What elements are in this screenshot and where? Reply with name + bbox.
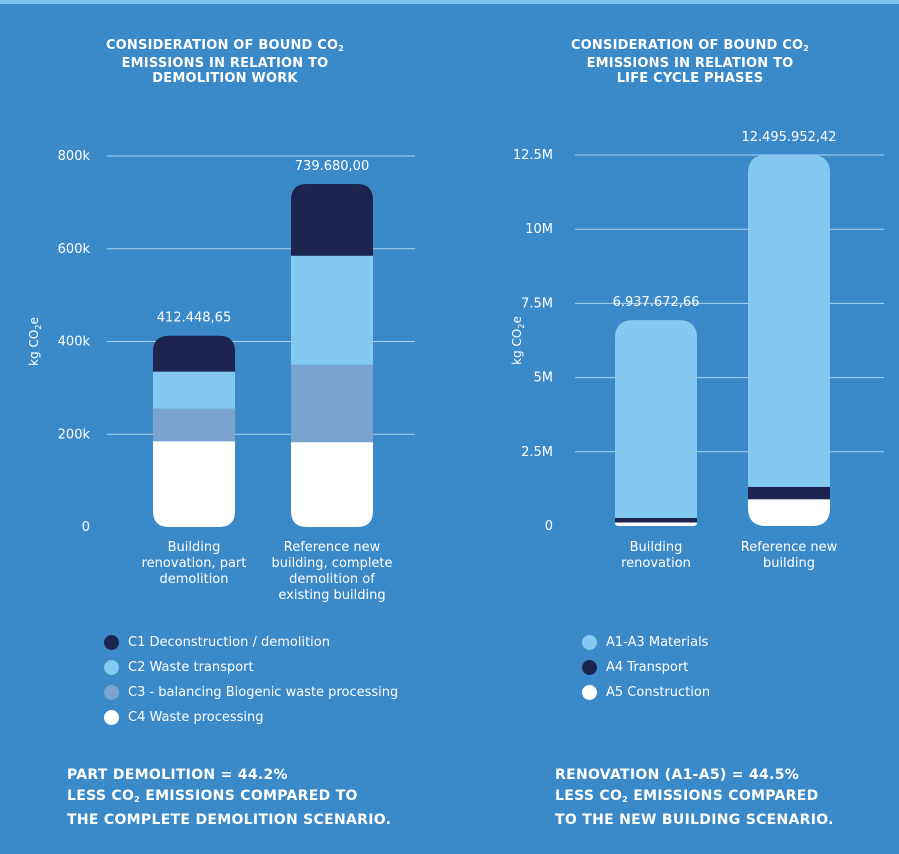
legend-swatch [582, 685, 597, 700]
left-chart-title: CONSIDERATION OF BOUND CO2 EMISSIONS IN … [105, 38, 345, 86]
top-accent-line [0, 0, 899, 4]
bar-segment-right-0-0 [615, 522, 697, 526]
bar-total-label: 739.680,00 [295, 159, 369, 174]
y-tick-label: 12.5M [513, 148, 553, 163]
x-category-label: Building renovation [621, 540, 691, 571]
y-axis-label: kg CO2e [510, 316, 526, 365]
bar-segment-left-1-2 [291, 255, 373, 365]
bar-segment-left-0-3 [153, 335, 235, 372]
bar-segment-left-1-1 [291, 364, 373, 443]
legend-item-c3: C3 - balancing Biogenic waste processing [104, 680, 398, 705]
bar-segment-left-0-2 [153, 371, 235, 409]
left-legend: C1 Deconstruction / demolition C2 Waste … [104, 630, 398, 730]
legend-item-c1: C1 Deconstruction / demolition [104, 630, 398, 655]
legend-swatch [104, 710, 119, 725]
bar-total-label: 6.937.672,66 [613, 295, 700, 310]
bar-segment-left-0-1 [153, 408, 235, 442]
legend-label: C4 Waste processing [128, 710, 264, 725]
y-tick-label: 7.5M [521, 296, 553, 311]
y-tick-label: 200k [58, 427, 91, 442]
bar-total-label: 412.448,65 [157, 311, 231, 326]
legend-item-a4: A4 Transport [582, 655, 710, 680]
left-stacked-bar-chart: 0 200k 400k 600k 800k kg CO2e 412.448,65 Buildi… [27, 149, 415, 603]
bar-segment-left-1-0 [291, 442, 373, 527]
bar-segment-right-1-1 [748, 486, 830, 500]
bar-segment-left-0-0 [153, 441, 235, 527]
legend-item-a1a3: A1-A3 Materials [582, 630, 710, 655]
y-tick-label: 600k [58, 242, 91, 257]
x-category-label: Reference new building [741, 540, 838, 571]
bar-segment-right-0-2 [615, 320, 697, 518]
legend-item-c4: C4 Waste processing [104, 705, 398, 730]
bar-total-label: 12.495.952,42 [741, 130, 836, 145]
y-tick-label: 2.5M [521, 445, 553, 460]
y-tick-label: 10M [525, 222, 553, 237]
bar-segment-right-0-1 [615, 517, 697, 523]
legend-swatch [104, 635, 119, 650]
y-tick-label: 5M [534, 371, 554, 386]
legend-swatch [582, 635, 597, 650]
bar-segment-right-1-0 [748, 499, 830, 526]
legend-swatch [582, 660, 597, 675]
legend-label: A5 Construction [606, 685, 711, 700]
y-tick-label: 400k [58, 335, 91, 350]
x-category-label: Building renovation, part demolition [142, 540, 247, 587]
legend-label: C1 Deconstruction / demolition [128, 635, 330, 650]
right-summary: RENOVATION (A1-A5) = 44.5% LESS CO2 EMIS… [555, 767, 834, 828]
y-tick-label: 0 [82, 520, 90, 535]
bar-segment-left-1-3 [291, 183, 373, 256]
y-axis-label: kg CO2e [27, 317, 43, 366]
bar-segment-right-1-2 [748, 155, 830, 487]
y-tick-label: 800k [58, 149, 91, 164]
y-tick-label: 0 [545, 519, 553, 534]
legend-label: A4 Transport [606, 660, 689, 675]
left-summary: PART DEMOLITION = 44.2% LESS CO2 EMISSIO… [67, 767, 392, 828]
right-stacked-bar-chart: 0 2.5M 5M 7.5M 10M 12.5M kg CO2e 6.937.672,66 Bu… [510, 130, 884, 571]
right-chart-title: CONSIDERATION OF BOUND CO2 EMISSIONS IN … [570, 38, 810, 86]
legend-label: C2 Waste transport [128, 660, 254, 675]
legend-swatch [104, 685, 119, 700]
legend-item-a5: A5 Construction [582, 680, 710, 705]
legend-label: A1-A3 Materials [606, 635, 709, 650]
legend-label: C3 - balancing Biogenic waste processing [128, 685, 399, 700]
right-legend: A1-A3 Materials A4 Transport A5 Construc… [582, 630, 710, 705]
legend-swatch [104, 660, 119, 675]
legend-item-c2: C2 Waste transport [104, 655, 398, 680]
x-category-label: Reference new building, complete demolitio… [271, 540, 392, 603]
